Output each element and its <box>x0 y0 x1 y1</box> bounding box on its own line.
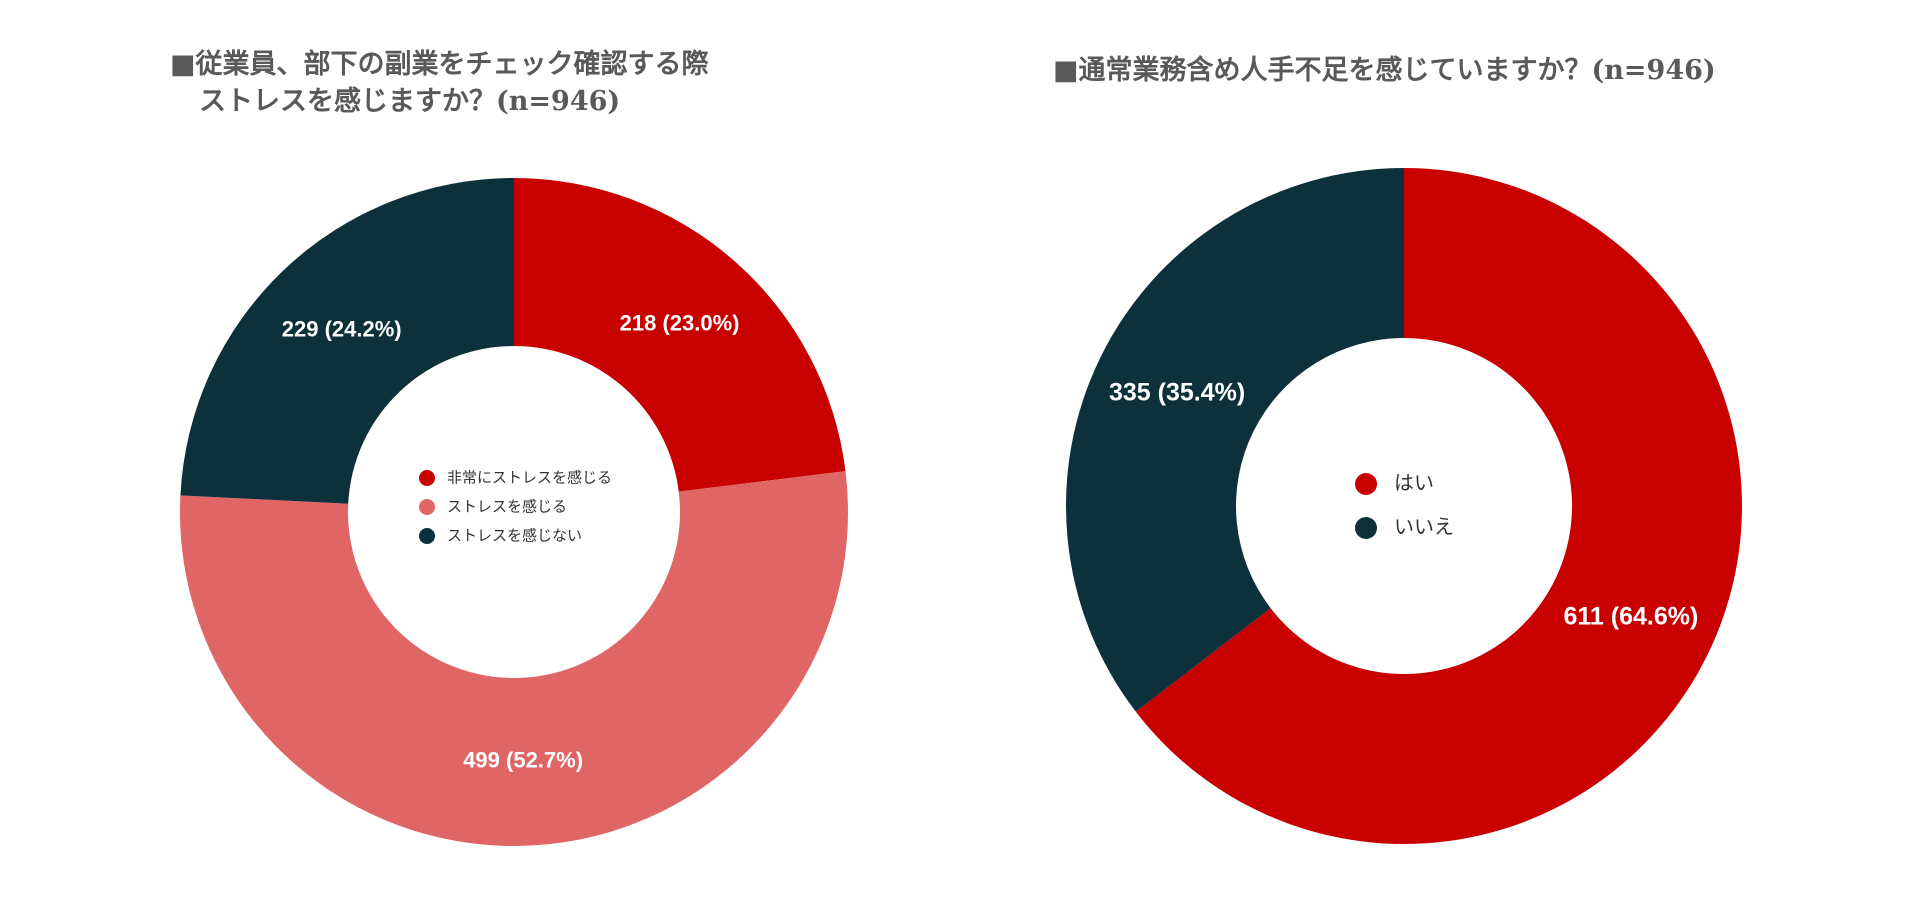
chart-title-staff-shortage-line-1: ■通常業務含め人手不足を感じていますか？(n=946) <box>1053 55 1716 86</box>
slice-data-label: 335 (35.4%) <box>1109 379 1245 407</box>
legend-entry: ストレスを感じる <box>447 498 567 516</box>
donut-slice <box>180 471 848 846</box>
donut-slice <box>1066 168 1404 712</box>
legend-marker <box>419 499 435 515</box>
chart-title-stress-line-2: ストレスを感じますか？(n=946) <box>199 86 621 117</box>
legend-marker <box>1355 473 1377 495</box>
slice-data-label: 218 (23.0%) <box>620 311 740 336</box>
donut-slice <box>1135 168 1742 845</box>
chart-title-stress: ■従業員、部下の副業をチェック確認する際 ストレスを感じますか？(n=946) <box>170 46 810 120</box>
donut-slice <box>514 178 846 492</box>
legend-entry: いいえ <box>1394 515 1454 539</box>
legend-marker <box>419 528 435 544</box>
slice-data-label: 499 (52.7%) <box>463 748 583 773</box>
legend-entry: はい <box>1394 471 1434 495</box>
legend-marker <box>419 470 435 486</box>
legend-entry: 非常にストレスを感じる <box>447 469 612 487</box>
slice-data-label: 611 (64.6%) <box>1563 603 1698 631</box>
legend-marker <box>1355 517 1377 539</box>
chart-title-stress-line-1: ■従業員、部下の副業をチェック確認する際 <box>170 49 709 80</box>
slice-data-label: 229 (24.2%) <box>282 317 402 342</box>
donut-slice <box>180 178 514 504</box>
chart-title-staff-shortage: ■通常業務含め人手不足を感じていますか？(n=946) <box>1053 52 1873 89</box>
legend-entry: ストレスを感じない <box>447 527 582 545</box>
